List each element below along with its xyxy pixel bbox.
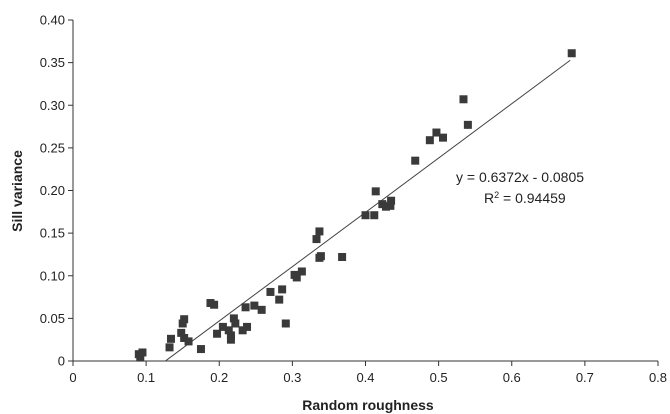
data-point: [257, 305, 266, 314]
y-tick-label: 0.15: [40, 226, 65, 241]
y-tick-label: 0: [58, 354, 65, 369]
x-tick-label: 0.1: [137, 370, 155, 385]
r-squared-label: R2 = 0.94459: [484, 190, 566, 206]
data-point: [278, 285, 287, 294]
data-point: [224, 326, 233, 335]
y-tick-label: 0.20: [40, 183, 65, 198]
y-tick-label: 0.40: [40, 13, 65, 28]
data-point: [371, 187, 380, 196]
data-point: [180, 333, 189, 342]
y-tick-label: 0.35: [40, 55, 65, 70]
data-point: [387, 196, 396, 205]
data-point: [213, 329, 222, 338]
data-point: [180, 315, 189, 324]
data-point: [459, 95, 468, 104]
data-point: [411, 156, 420, 165]
data-point: [425, 136, 434, 145]
data-point: [250, 301, 259, 310]
x-tick-label: 0.8: [649, 370, 667, 385]
x-tick-label: 0.3: [283, 370, 301, 385]
data-point: [275, 295, 284, 304]
data-point: [165, 343, 174, 352]
data-point: [226, 331, 235, 340]
data-point: [292, 273, 301, 282]
data-point: [370, 211, 379, 220]
data-point: [297, 267, 306, 276]
data-point: [229, 314, 238, 323]
data-point: [138, 348, 147, 357]
x-axis-title: Random roughness: [302, 397, 434, 413]
data-point: [226, 335, 235, 344]
x-axis-ticks: 0 0.1 0.2 0.3 0.4 0.5 0.6 0.7 0.8: [69, 361, 667, 385]
equation-label: y = 0.6372x - 0.0805: [456, 169, 584, 185]
r-squared-value: = 0.94459: [499, 190, 566, 206]
data-points: [134, 49, 576, 362]
y-axis-title: Sill variance: [9, 150, 25, 232]
data-point: [381, 202, 390, 211]
data-point: [166, 334, 175, 343]
x-tick-label: 0.2: [210, 370, 228, 385]
data-point: [210, 300, 219, 309]
data-point: [238, 326, 247, 335]
data-point: [196, 345, 205, 354]
data-point: [177, 328, 186, 337]
data-point: [338, 252, 347, 261]
data-point: [463, 120, 472, 129]
data-point: [243, 322, 252, 331]
data-point: [315, 227, 324, 236]
y-tick-label: 0.25: [40, 140, 65, 155]
data-point: [231, 319, 240, 328]
data-point: [312, 235, 321, 244]
data-point: [567, 49, 576, 58]
data-point: [266, 287, 275, 296]
x-tick-label: 0.7: [576, 370, 594, 385]
r-squared-exponent: 2: [494, 190, 499, 200]
data-point: [361, 211, 370, 220]
data-point: [281, 319, 290, 328]
x-tick-label: 0: [69, 370, 76, 385]
data-point: [178, 319, 187, 328]
data-point: [241, 303, 250, 312]
y-tick-label: 0.10: [40, 268, 65, 283]
data-point: [184, 337, 193, 346]
data-point: [218, 322, 227, 331]
data-point: [386, 201, 395, 210]
y-tick-label: 0.05: [40, 311, 65, 326]
data-point: [316, 252, 325, 261]
r-squared-prefix: R: [484, 190, 494, 206]
data-point: [136, 353, 145, 362]
x-tick-label: 0.4: [356, 370, 374, 385]
y-tick-label: 0.30: [40, 98, 65, 113]
x-tick-label: 0.5: [430, 370, 448, 385]
trendline: [164, 59, 571, 362]
x-tick-label: 0.6: [503, 370, 521, 385]
data-point: [439, 133, 448, 142]
data-point: [432, 128, 441, 137]
y-axis-ticks: 0 0.05 0.10 0.15 0.20 0.25 0.30 0.35 0.40: [40, 13, 73, 369]
